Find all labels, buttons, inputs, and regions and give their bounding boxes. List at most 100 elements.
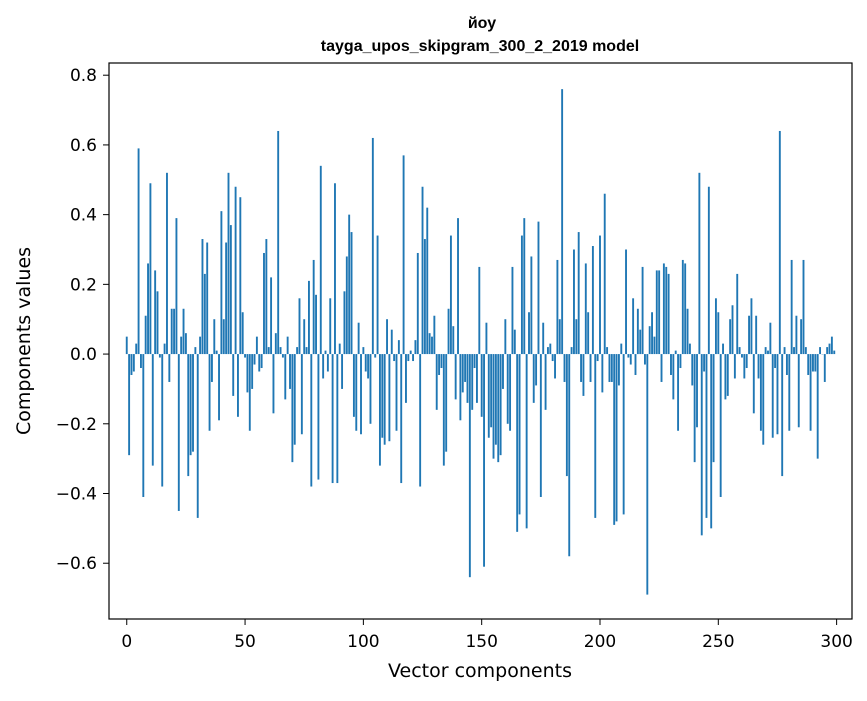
bar: [710, 354, 712, 528]
bar: [407, 354, 409, 361]
bar: [299, 298, 301, 354]
bar: [346, 256, 348, 354]
bar: [455, 354, 457, 399]
bar: [398, 340, 400, 354]
bar: [457, 218, 459, 354]
bar: [772, 354, 774, 438]
bar: [566, 354, 568, 476]
bar: [698, 173, 700, 354]
bar: [708, 187, 710, 354]
y-tick-label: 0.0: [70, 345, 97, 365]
bar: [504, 319, 506, 354]
bar: [765, 347, 767, 354]
bar: [627, 354, 629, 357]
bar: [741, 354, 743, 357]
bar: [601, 354, 603, 392]
bar: [126, 337, 128, 354]
bar: [436, 354, 438, 410]
bar: [630, 354, 632, 364]
bar: [377, 236, 379, 355]
bar: [760, 354, 762, 431]
bar: [623, 354, 625, 514]
bar: [339, 344, 341, 354]
bar: [334, 183, 336, 354]
bar: [502, 354, 504, 389]
bar: [374, 354, 376, 357]
bar: [232, 354, 234, 396]
bar: [157, 291, 159, 354]
bar: [464, 354, 466, 382]
bar: [429, 333, 431, 354]
bar: [474, 354, 476, 368]
bar: [724, 354, 726, 399]
bar: [675, 351, 677, 354]
bar: [665, 267, 667, 354]
bar: [306, 347, 308, 354]
bar: [528, 312, 530, 354]
bar: [646, 354, 648, 595]
bar: [791, 260, 793, 354]
x-tick-label: 150: [465, 632, 497, 652]
bar: [758, 354, 760, 378]
bar: [672, 354, 674, 399]
bar: [585, 263, 587, 354]
bar: [713, 354, 715, 462]
bar: [303, 319, 305, 354]
bar: [769, 323, 771, 354]
chart-title-line2: tayga_upos_skipgram_300_2_2019 model: [321, 38, 639, 55]
bar: [180, 337, 182, 354]
bar: [542, 323, 544, 354]
bar: [564, 354, 566, 382]
bar: [291, 354, 293, 462]
bar: [476, 354, 478, 403]
bar: [805, 347, 807, 354]
bar: [684, 263, 686, 354]
bar: [175, 218, 177, 354]
bar: [185, 333, 187, 354]
bar: [164, 344, 166, 354]
bar: [829, 344, 831, 354]
bar: [147, 263, 149, 354]
bar: [159, 354, 161, 357]
bar: [800, 319, 802, 354]
bar: [556, 260, 558, 354]
bar: [748, 316, 750, 354]
bar: [419, 354, 421, 486]
bar: [750, 298, 752, 354]
bar: [183, 309, 185, 354]
bar: [462, 354, 464, 392]
bar: [171, 309, 173, 354]
bar: [381, 354, 383, 438]
bar: [817, 354, 819, 459]
bar: [448, 309, 450, 354]
bar: [336, 354, 338, 483]
bar: [216, 351, 218, 354]
bar: [310, 354, 312, 486]
bar: [445, 354, 447, 452]
bar: [689, 344, 691, 354]
bar: [571, 347, 573, 354]
bar: [343, 291, 345, 354]
bar: [417, 253, 419, 354]
bar: [512, 267, 514, 354]
bar: [592, 246, 594, 354]
bar: [639, 330, 641, 354]
bar: [289, 354, 291, 389]
x-tick-label: 50: [234, 632, 256, 652]
bar: [379, 354, 381, 466]
bar: [391, 330, 393, 354]
bar: [526, 354, 528, 528]
bar: [722, 344, 724, 354]
bar: [265, 239, 267, 354]
bar: [826, 347, 828, 354]
bar: [727, 354, 729, 396]
bar: [490, 354, 492, 427]
bar: [242, 312, 244, 354]
x-tick-label: 200: [584, 632, 616, 652]
bar: [590, 354, 592, 382]
y-axis-ticks: −0.6−0.4−0.20.00.20.40.60.8: [56, 66, 109, 574]
bar: [604, 194, 606, 354]
bar: [734, 354, 736, 378]
bar: [317, 354, 319, 479]
x-axis-label: Vector components: [388, 660, 572, 682]
